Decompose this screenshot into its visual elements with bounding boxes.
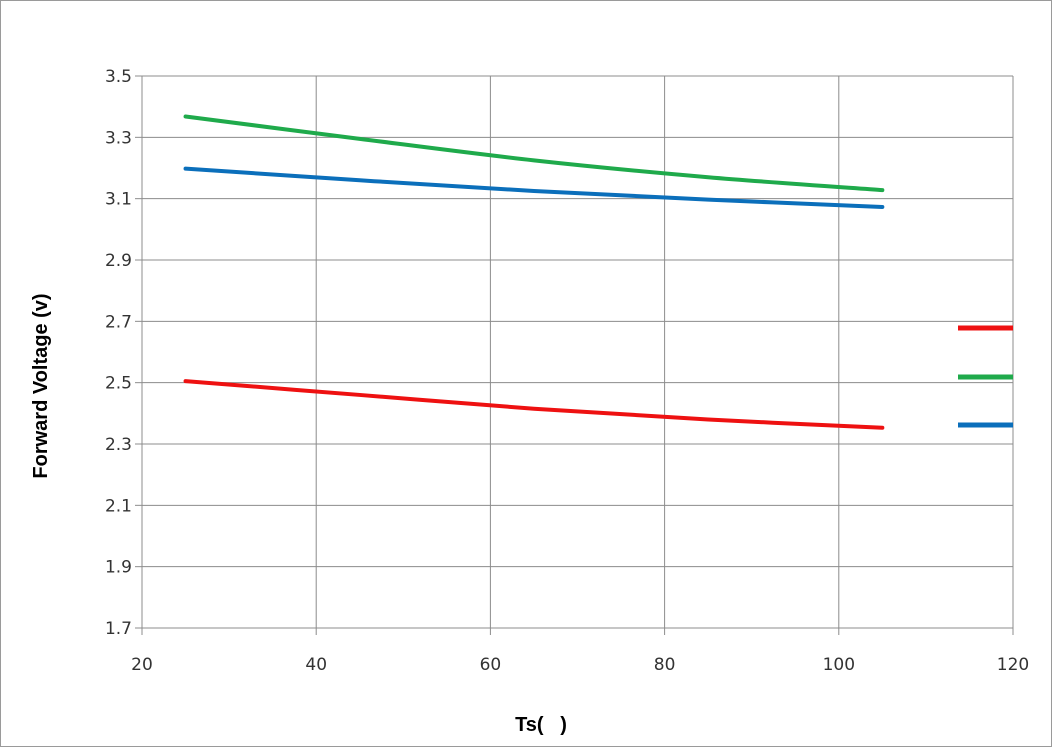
x-tick-labels: 20 40 60 80 100 120 [131,655,1029,675]
y-tick-label: 1.9 [105,558,132,578]
legend [958,325,1013,428]
x-tick-label: 60 [480,655,502,675]
series-line-3 [183,166,885,209]
y-tick-label: 3.5 [105,67,132,87]
y-tick-labels: 1.7 1.9 2.1 2.3 2.5 2.7 2.9 3.1 3.3 3.5 [105,67,132,639]
x-tick-label: 80 [654,655,676,675]
y-tick-label: 2.9 [105,251,132,271]
series-line-1 [183,379,885,430]
x-tick-label: 120 [997,655,1029,675]
y-tick-label: 2.3 [105,435,132,455]
x-axis-title: Ts( ) [515,714,567,736]
grid-lines [135,75,1014,635]
x-tick-label: 40 [305,655,327,675]
y-tick-label: 3.3 [105,128,132,148]
y-axis-title: Forward Voltage (v) [30,293,52,478]
y-tick-label: 1.7 [105,619,132,639]
x-tick-label: 20 [131,655,153,675]
y-tick-label: 2.1 [105,496,132,516]
y-tick-label: 3.1 [105,190,132,210]
series-lines [183,114,885,430]
series-line-2 [183,114,885,193]
y-tick-label: 2.5 [105,374,132,394]
x-tick-label: 100 [823,655,855,675]
y-tick-label: 2.7 [105,312,132,332]
